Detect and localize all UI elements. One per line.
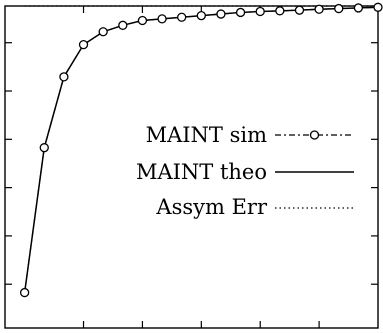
legend-label-maint-sim: MAINT sim xyxy=(146,123,268,147)
maint-sim-point xyxy=(19,287,30,298)
legend-label-maint-theo: MAINT theo xyxy=(136,160,267,184)
maint-sim-point xyxy=(353,3,364,13)
maint-sim-point xyxy=(118,20,128,30)
maint-sim-markers xyxy=(19,2,383,298)
maint-sim-point xyxy=(235,7,246,18)
maint-sim-point xyxy=(177,12,187,22)
maint-sim-point xyxy=(314,4,324,14)
maint-sim-point xyxy=(39,143,49,153)
maint-sim-point xyxy=(275,6,285,16)
maint-theo-line xyxy=(23,6,379,293)
maint-theo-line-group xyxy=(23,6,379,293)
maint-sim-point xyxy=(294,5,305,15)
maint-sim-point xyxy=(59,72,69,82)
maint-sim-point xyxy=(137,15,148,26)
maint-sim-point xyxy=(373,2,383,12)
maint-sim-point xyxy=(216,9,226,19)
legend: MAINT sim MAINT theo Assym Err xyxy=(136,123,354,219)
maint-sim-point xyxy=(196,11,206,21)
maint-sim-line xyxy=(24,6,379,293)
maint-sim-point xyxy=(157,14,167,24)
maint-sim-point xyxy=(255,6,265,17)
legend-label-assym-err: Assym Err xyxy=(155,195,268,219)
maint-sim-point xyxy=(334,3,344,14)
maint-sim-point xyxy=(98,27,108,37)
maint-sim-point xyxy=(78,39,89,50)
maint-sim-line-group xyxy=(24,6,379,293)
legend-marker-maint-sim xyxy=(309,130,320,140)
